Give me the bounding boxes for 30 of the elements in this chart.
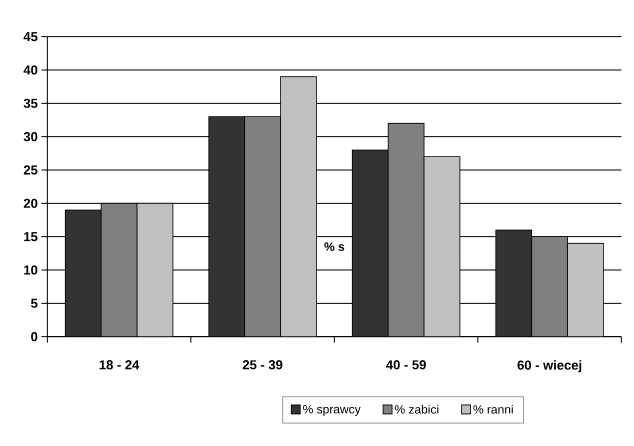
y-tick-label: 5 [31,298,38,308]
bar [137,203,173,337]
y-tick-label: 40 [24,65,38,75]
y-tick-label: 30 [24,132,38,142]
bar [244,116,281,337]
bar [352,150,389,337]
y-tick-label: 25 [24,165,38,175]
x-tick-label: 40 - 59 [386,360,426,370]
bar [388,122,424,337]
bar [280,76,317,337]
legend-label: % zabici [394,404,438,414]
bar [101,203,138,337]
x-tick-label: 25 - 39 [242,360,282,370]
bar [531,236,568,337]
x-tick-label: 60 - wiecej [518,360,582,372]
legend-label: % ranni [473,404,513,414]
bar [208,116,246,337]
y-tick-label: 10 [24,265,38,275]
y-tick-label: 35 [24,98,38,108]
bar [65,210,102,337]
y-tick-label: 45 [24,32,38,42]
bar [495,230,532,337]
bar [567,242,604,337]
legend-label: % sprawcy [303,405,361,416]
y-tick-label: 20 [24,198,38,208]
bar [424,156,460,337]
x-tick-label: 18 - 24 [100,360,140,370]
y-tick-label: 0 [31,332,38,342]
y-tick-label: 15 [24,232,38,242]
annotation: % s [324,242,344,251]
